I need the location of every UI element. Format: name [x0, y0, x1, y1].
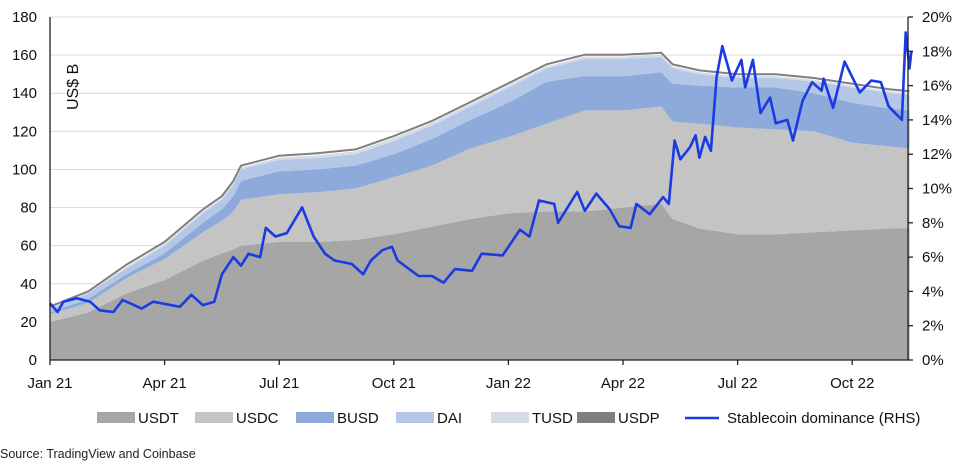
x-tick-label: Jan 21 [27, 375, 72, 392]
area-busd [50, 72, 910, 315]
y2-tick-label: 10% [922, 181, 952, 198]
legend-label-usdc: USDC [236, 410, 279, 427]
y-tick-label: 160 [12, 47, 37, 64]
source-note: Source: TradingView and Coinbase [0, 447, 196, 461]
y-tick-label: 80 [20, 200, 37, 217]
x-tick-label: Jul 21 [259, 375, 299, 392]
legend-swatch-usdc [195, 412, 233, 423]
legend-label-tusd: TUSD [532, 410, 573, 427]
y2-tick-label: 6% [922, 249, 944, 266]
legend-swatch-tusd [491, 412, 529, 423]
dominance-line-layer [49, 31, 913, 314]
y2-tick-label: 14% [922, 112, 952, 129]
x-tick-label: Oct 21 [372, 375, 416, 392]
y-tick-label: 0 [29, 352, 37, 369]
legend-swatch-busd [296, 412, 334, 423]
y2-tick-label: 8% [922, 215, 944, 232]
legend-label-usdp: USDP [618, 410, 660, 427]
y-tick-label: 40 [20, 276, 37, 293]
legend-swatch-usdt [97, 412, 135, 423]
x-tick-label: Apr 21 [142, 375, 186, 392]
y-tick-label: 180 [12, 9, 37, 26]
x-tick-label: Oct 22 [830, 375, 874, 392]
x-tick-label: Jul 22 [718, 375, 758, 392]
area-usdc [50, 106, 910, 322]
area-dai [50, 57, 910, 313]
x-tick-label: Jan 22 [486, 375, 531, 392]
legend-swatch-usdp [577, 412, 615, 423]
stacked-areas [49, 51, 910, 360]
dominance-line [49, 31, 913, 314]
y2-tick-label: 4% [922, 283, 944, 300]
y2-tick-label: 16% [922, 78, 952, 95]
legend: USDT USDC BUSD DAI TUSD USDP Stablecoin domina… [97, 410, 920, 427]
y-tick-label: 60 [20, 238, 37, 255]
x-tick-label: Apr 22 [601, 375, 645, 392]
legend-label-busd: BUSD [337, 410, 379, 427]
y-tick-label: 120 [12, 123, 37, 140]
area-usdt [50, 203, 910, 360]
y-tick-label: 100 [12, 161, 37, 178]
y-tick-label: 20 [20, 314, 37, 331]
y2-tick-label: 2% [922, 318, 944, 335]
legend-label-dominance: Stablecoin dominance (RHS) [727, 410, 920, 427]
axes: 0 20 40 60 80 100 120 140 160 180 0% 2% 4% 6% 8% 10% 12%… [12, 9, 952, 392]
area-usdp [49, 51, 910, 308]
y2-tick-label: 18% [922, 43, 952, 60]
y2-tick-label: 0% [922, 352, 944, 369]
legend-label-dai: DAI [437, 410, 462, 427]
legend-swatch-dai [396, 412, 434, 423]
y2-tick-label: 12% [922, 146, 952, 163]
y-tick-label: 140 [12, 85, 37, 102]
y2-tick-label: 20% [922, 9, 952, 26]
legend-label-usdt: USDT [138, 410, 179, 427]
y-axis-title: US$ B [65, 64, 82, 110]
